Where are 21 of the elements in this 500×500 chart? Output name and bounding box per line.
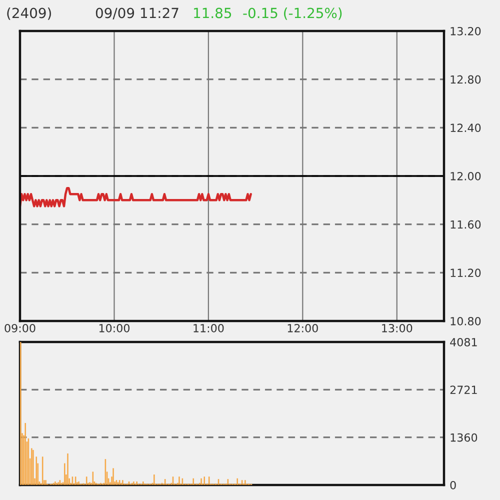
y-tick-label: 0 [450,480,456,490]
x-tick-label: 12:00 [288,324,318,332]
y-tick-label: 12.00 [450,172,481,180]
y-tick-label: 10.80 [450,316,481,326]
text: 11.85 [194,8,232,18]
y-tick-label: 4081 [450,338,477,346]
text: -0.15 (-1.25%) [243,8,342,20]
y-tick-label: 12.40 [450,124,481,132]
line-series [20,186,252,208]
x-tick-label: 13:00 [382,324,412,332]
y-tick-label: 12.80 [450,75,481,84]
x-tick-label: 09:00 [4,324,36,332]
y-tick-label: 1360 [450,433,478,442]
y-tick-label: 2721 [450,386,477,394]
y-tick-label: 13.20 [450,26,481,36]
x-tick-label: 10:00 [99,324,130,332]
chart-title: (2409) [7,8,51,20]
y-tick-label: 11.60 [450,220,481,229]
y-tick-label: 11.20 [450,268,481,278]
x-tick-label: 11:00 [194,324,224,332]
chart-subtitle: 09/09 11:27 [96,8,178,20]
